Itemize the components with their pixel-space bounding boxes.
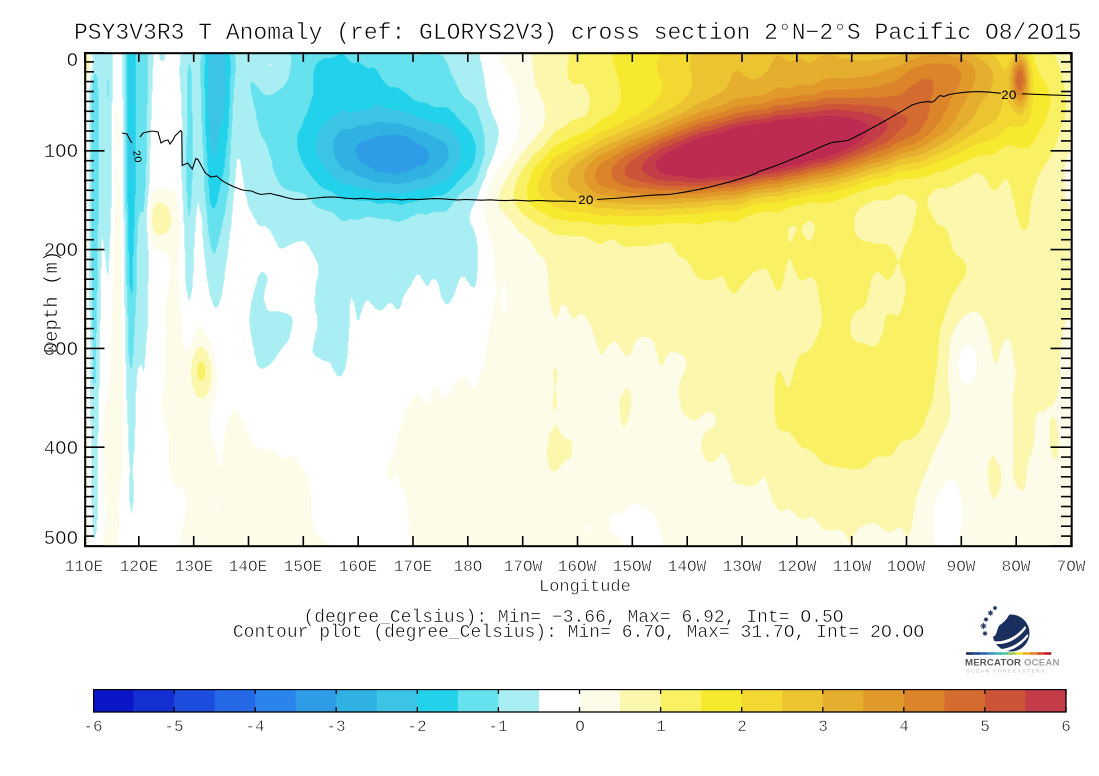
svg-text:OCEAN FORECASTERS: OCEAN FORECASTERS [966, 669, 1046, 675]
svg-text:2O: 2O [129, 149, 143, 164]
svg-text:MERCATOR OCEAN: MERCATOR OCEAN [965, 658, 1060, 669]
